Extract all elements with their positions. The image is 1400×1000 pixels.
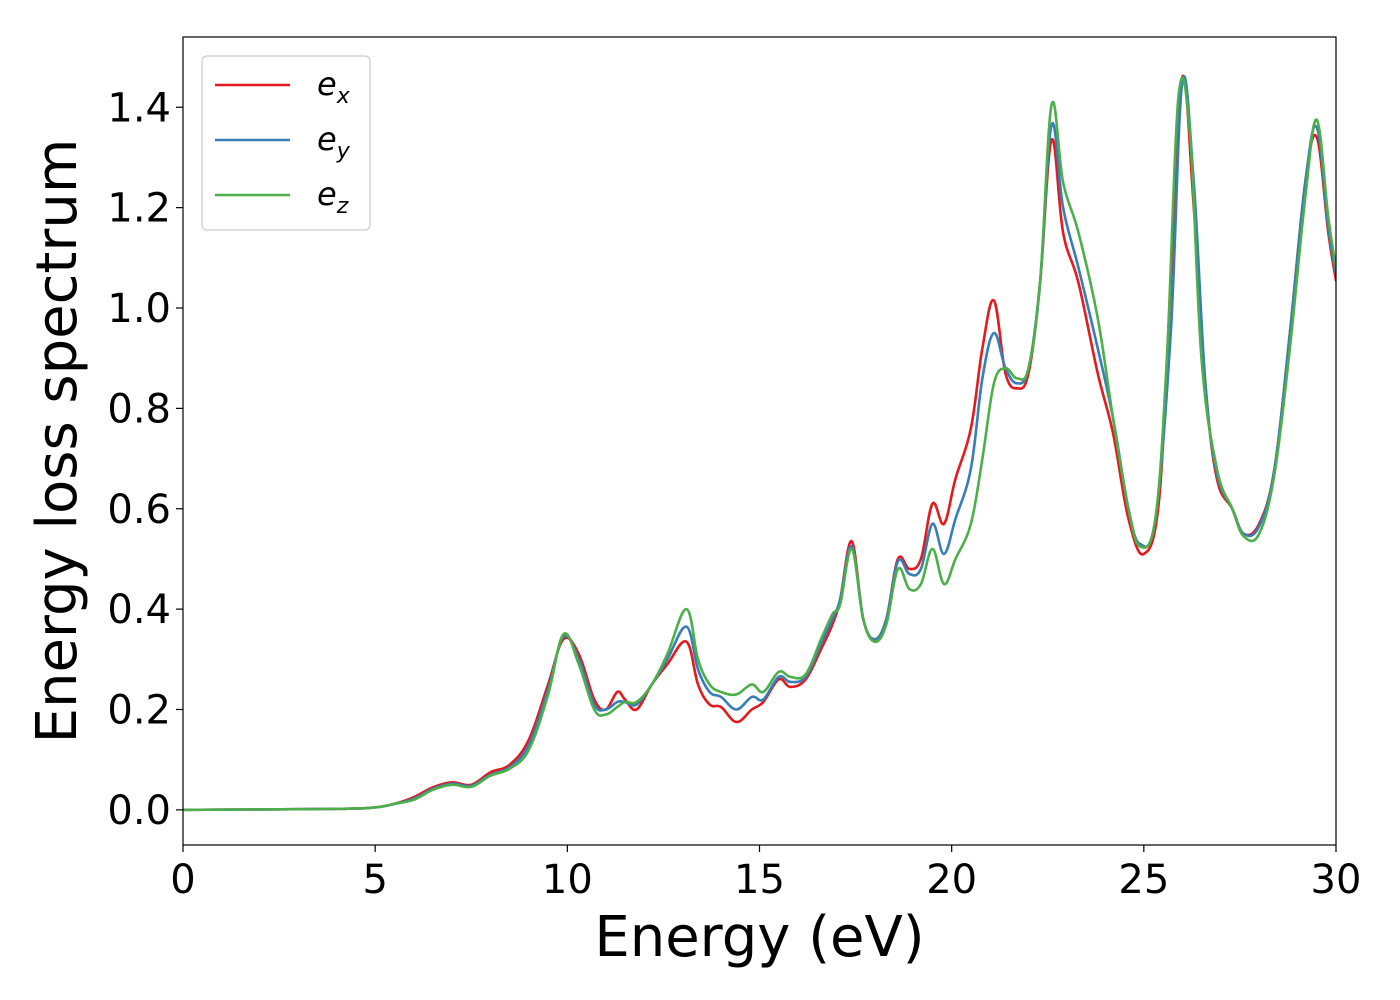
x-tick-label: 30 xyxy=(1311,857,1362,903)
y-tick-label: 0.8 xyxy=(107,386,171,432)
y-tick-label: 1.4 xyxy=(107,85,171,131)
legend: ex ey ez xyxy=(201,55,371,231)
x-axis-title: Energy (eV) xyxy=(594,905,924,970)
x-tick-label: 0 xyxy=(170,857,195,903)
legend-label-y: ey xyxy=(317,120,351,164)
y-tick-label: 1.0 xyxy=(107,286,171,332)
y-tick-label: 0.4 xyxy=(107,587,171,633)
legend-label-z: ez xyxy=(317,175,349,219)
x-tick-label: 15 xyxy=(734,857,785,903)
x-axis: 0 5 10 15 20 25 30 xyxy=(170,845,1361,903)
y-tick-label: 0.6 xyxy=(107,487,171,533)
x-tick-label: 10 xyxy=(542,857,593,903)
y-tick-label: 0.2 xyxy=(107,687,171,733)
x-tick-label: 25 xyxy=(1118,857,1169,903)
legend-label-x: ex xyxy=(317,65,351,109)
y-axis-title: Energy loss spectrum xyxy=(25,139,90,744)
y-tick-label: 0.0 xyxy=(107,788,171,834)
legend-box xyxy=(201,55,371,231)
y-tick-label: 1.2 xyxy=(107,186,171,232)
series-line-z xyxy=(183,76,1336,812)
y-axis: 0.0 0.2 0.4 0.6 0.8 1.0 1.2 1.4 xyxy=(107,85,183,834)
series-layer xyxy=(183,74,1336,812)
plot-area xyxy=(183,37,1336,845)
x-tick-label: 20 xyxy=(926,857,977,903)
x-tick-label: 5 xyxy=(362,857,387,903)
